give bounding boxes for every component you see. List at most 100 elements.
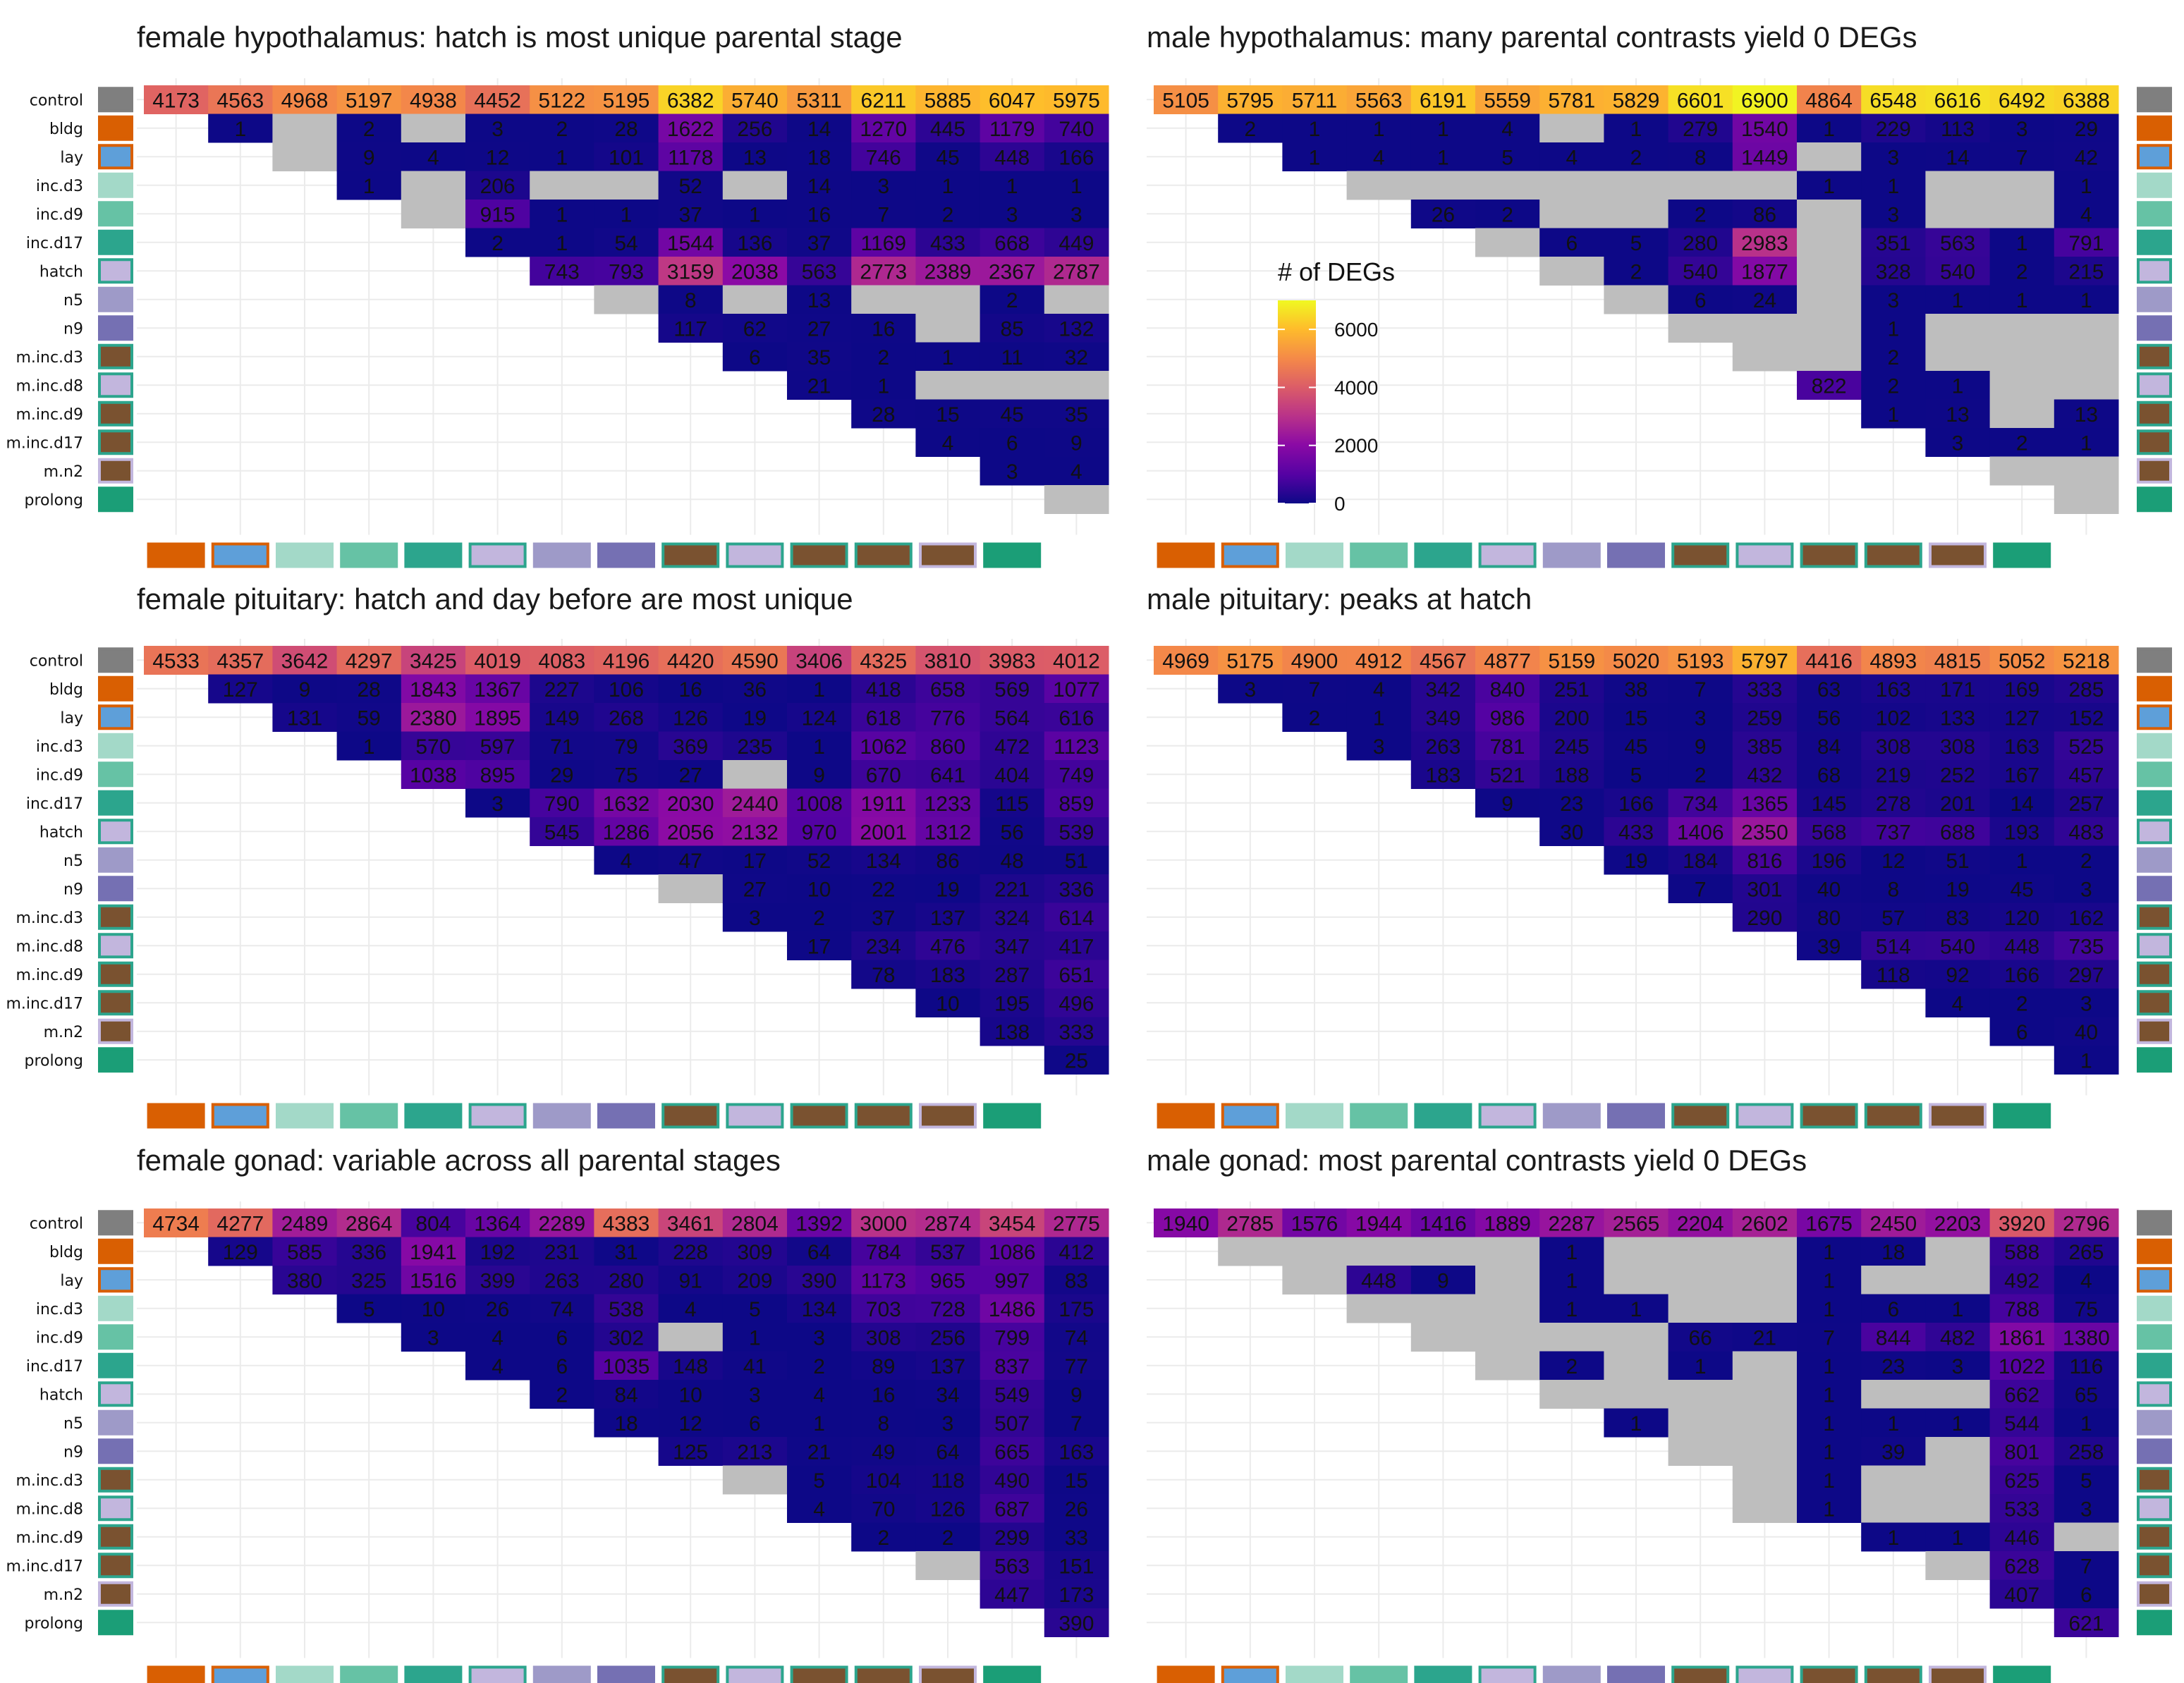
heatmap-cell (851, 931, 916, 960)
heatmap-cell (658, 674, 724, 704)
cell-value: 1416 (1420, 1212, 1467, 1235)
heatmap-cell (465, 760, 530, 789)
heatmap-cell (980, 703, 1045, 732)
heatmap-cell (1989, 1380, 2055, 1409)
cell-value: 1086 (989, 1241, 1036, 1264)
cell-value: 2 (2016, 432, 2028, 455)
heatmap-cell (2054, 456, 2119, 486)
heatmap-cell (658, 314, 724, 343)
cell-value: 167 (2004, 764, 2039, 787)
heatmap-cell (1861, 1294, 1926, 1323)
cell-value: 35 (807, 346, 831, 369)
cell-value: 776 (930, 706, 965, 730)
cell-value: 2 (556, 1383, 568, 1407)
stage-swatch (2137, 1581, 2172, 1607)
cell-value: 26 (486, 1298, 509, 1321)
heatmap-cell (1044, 1437, 1109, 1466)
stage-swatch (98, 1018, 133, 1044)
cell-value: 23 (1881, 1355, 1905, 1378)
heatmap-cell (980, 1408, 1045, 1438)
cell-value: 2787 (1053, 260, 1100, 283)
panel-title: male hypothalamus: many parental contras… (1147, 20, 1917, 54)
heatmap-cell (1732, 257, 1798, 286)
heatmap-cell (2054, 85, 2119, 114)
cell-value: 7 (1070, 1412, 1082, 1436)
cell-value: 265 (2068, 1241, 2104, 1264)
cell-value: 3 (749, 907, 761, 930)
heatmap-cell (1668, 1437, 1733, 1466)
heatmap-cell (530, 646, 594, 675)
stage-swatch (2137, 87, 2172, 113)
cell-value: 822 (1812, 374, 1847, 398)
heatmap-cell (1989, 989, 2055, 1017)
cell-value: 1 (1630, 1298, 1642, 1321)
stage-swatch (597, 1665, 655, 1683)
cell-value: 290 (1747, 907, 1782, 930)
cell-value: 19 (743, 706, 767, 730)
stage-swatch (98, 1438, 133, 1464)
heatmap-cell (851, 314, 916, 343)
cell-value: 6900 (1741, 89, 1788, 112)
cell-value: 1 (1309, 146, 1321, 169)
heatmap-cell (594, 1294, 659, 1323)
heatmap-cell (465, 1351, 530, 1381)
cell-value: 7 (1309, 678, 1321, 702)
heatmap-cell (658, 285, 724, 314)
stage-swatch (2137, 229, 2172, 255)
heatmap-cell (1797, 788, 1862, 818)
heatmap-cell (980, 1437, 1045, 1466)
stage-swatch (98, 1553, 133, 1579)
heatmap-cell (1925, 114, 1991, 143)
heatmap-cell (1925, 228, 1991, 257)
heatmap-cell (722, 874, 788, 903)
heatmap-cell (1282, 703, 1348, 732)
cell-value: 24 (1753, 289, 1776, 312)
heatmap-cell (1925, 200, 1991, 228)
heatmap-cell (1539, 1294, 1604, 1323)
heatmap-cell (401, 171, 466, 200)
heatmap-cell (1475, 1237, 1540, 1266)
cell-value: 781 (1490, 735, 1525, 759)
cell-value: 32 (1065, 346, 1088, 369)
heatmap-cell (915, 257, 981, 286)
heatmap-cell (530, 674, 594, 704)
cell-value: 16 (872, 317, 895, 341)
cell-value: 1364 (474, 1212, 521, 1235)
stage-swatch (1542, 542, 1601, 568)
heatmap-cell (1282, 646, 1348, 675)
heatmap-cell (2054, 1437, 2119, 1466)
stage-swatch (98, 87, 133, 113)
cell-value: 175 (1059, 1298, 1094, 1321)
cell-value: 29 (2075, 118, 2098, 141)
heatmap-cell (1044, 760, 1109, 789)
cell-value: 965 (930, 1269, 965, 1292)
heatmap-cell (915, 1294, 981, 1323)
cell-value: 113 (1941, 118, 1975, 141)
heatmap-cell (2054, 1522, 2119, 1552)
stage-swatch (98, 229, 133, 255)
cell-value: 12 (486, 146, 509, 169)
heatmap-cell (1218, 114, 1283, 143)
cell-value: 3406 (795, 649, 843, 673)
cell-value: 1 (942, 175, 954, 198)
cell-value: 1 (1823, 1412, 1835, 1436)
cell-value: 8 (1695, 146, 1707, 169)
cell-value: 10 (422, 1298, 445, 1321)
heatmap-cell (787, 1380, 852, 1409)
heatmap-cell (1989, 371, 2055, 400)
cell-value: 4 (492, 1355, 504, 1378)
heatmap-cell (787, 1437, 852, 1466)
heatmap-cell (465, 1266, 530, 1295)
stage-swatch (98, 1524, 133, 1550)
cell-value: 256 (930, 1326, 965, 1350)
heatmap-cell (1218, 85, 1283, 114)
stage-swatch (276, 1665, 334, 1683)
heatmap-cell (1475, 674, 1540, 704)
cell-value: 1 (1823, 1469, 1835, 1493)
heatmap-cell (722, 1266, 788, 1295)
heatmap-cell (915, 85, 981, 114)
heatmap-cell (465, 1323, 530, 1352)
cell-value: 1 (813, 1412, 825, 1436)
heatmap-cell (980, 960, 1045, 989)
cell-value: 3 (2080, 878, 2092, 901)
